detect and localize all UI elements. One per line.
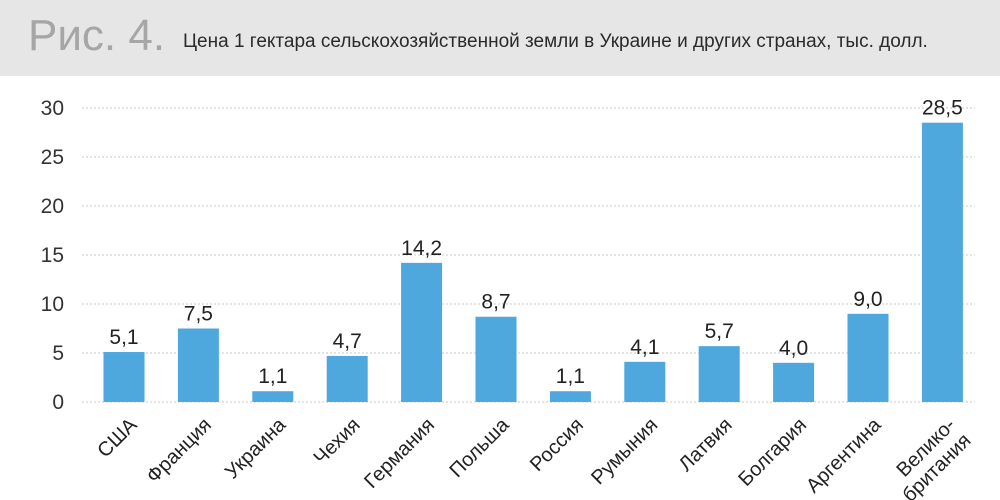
figure-label: Рис. 4. — [28, 11, 166, 60]
data-labels: 5,1 7,5 1,1 4,7 14,2 8,7 1,1 4,1 5,7 4,0 9,0 28,5 — [109, 97, 962, 389]
y-tick-label: 5 — [52, 342, 64, 365]
bar — [549, 391, 591, 402]
bar — [177, 328, 219, 402]
chart-title: Цена 1 гектара сельскохозяйственной земл… — [183, 31, 928, 52]
y-axis-ticks: 0 5 10 15 20 25 30 — [41, 97, 64, 414]
data-label: 4,7 — [333, 330, 362, 353]
data-label: 14,2 — [401, 237, 442, 260]
y-tick-label: 20 — [41, 195, 64, 218]
bar — [698, 346, 740, 402]
category-label: Германия — [360, 414, 439, 493]
bar — [475, 316, 517, 402]
bar — [773, 362, 815, 402]
y-tick-label: 10 — [41, 293, 64, 316]
category-label: Чехия — [310, 414, 365, 469]
data-label: 4,0 — [779, 337, 808, 360]
bar — [921, 122, 963, 402]
data-label: 1,1 — [258, 365, 287, 388]
data-label: 8,7 — [481, 291, 510, 314]
data-label: 5,1 — [109, 326, 138, 349]
bar — [326, 355, 368, 402]
category-label: Польша — [445, 413, 514, 482]
bar — [252, 391, 294, 402]
category-label: Велико-британия — [883, 414, 976, 500]
category-label: Болгария — [734, 414, 811, 491]
data-label: 5,7 — [705, 320, 734, 343]
category-label: Украина — [221, 413, 291, 483]
bar — [401, 262, 443, 402]
data-label: 4,1 — [630, 336, 659, 359]
y-tick-label: 30 — [41, 97, 64, 120]
data-label: 28,5 — [922, 97, 963, 120]
category-label: Латвия — [675, 414, 737, 476]
bars — [103, 122, 963, 402]
figure-header: Рис. 4. Цена 1 гектара сельскохозяйствен… — [0, 0, 1000, 76]
bar — [103, 352, 145, 402]
category-label: Россия — [526, 414, 588, 476]
y-tick-label: 0 — [52, 391, 64, 414]
bar — [624, 361, 666, 402]
data-label: 1,1 — [556, 365, 585, 388]
bar — [847, 313, 889, 402]
category-label: Франция — [142, 414, 216, 488]
grid-lines — [82, 107, 975, 403]
category-label: Румыния — [587, 414, 662, 489]
category-label: Аргентина — [802, 413, 886, 497]
category-label: США — [93, 414, 142, 463]
y-tick-label: 15 — [41, 244, 64, 267]
y-tick-label: 25 — [41, 146, 64, 169]
data-label: 7,5 — [184, 303, 213, 326]
data-label: 9,0 — [853, 288, 882, 311]
